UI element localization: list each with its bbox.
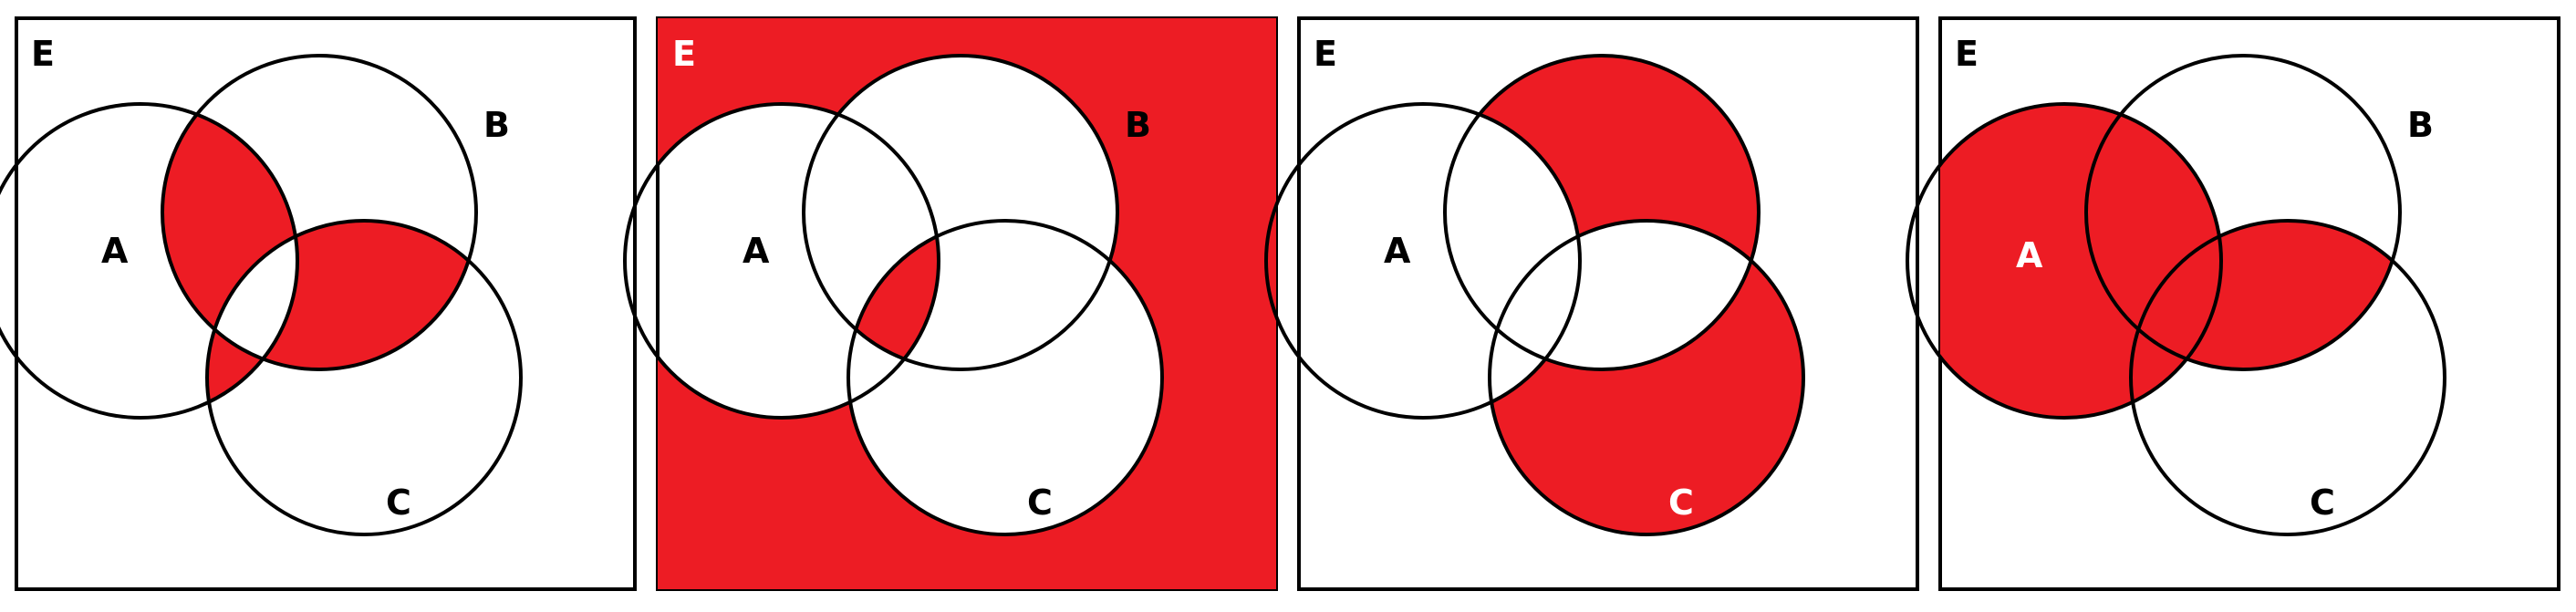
- region-c-only: [1490, 221, 1803, 534]
- shaded-regions: [1445, 56, 1803, 534]
- circle-a: [0, 102, 299, 420]
- region-a-all: [1940, 104, 2221, 418]
- set-label-b: B: [2407, 105, 2434, 145]
- set-label-c: C: [386, 482, 411, 523]
- circle-c: [1488, 219, 1805, 536]
- circle-a: [1906, 102, 2223, 420]
- set-label-a: A: [2016, 235, 2043, 275]
- venn-panel-2: E A B C: [623, 16, 1278, 591]
- venn-panel-4: E A B C: [1906, 16, 2560, 591]
- universe-label: E: [672, 34, 696, 74]
- circle-c: [847, 219, 1164, 536]
- set-label-b: B: [1766, 105, 1792, 145]
- venn-panel-1: E A B C: [0, 16, 637, 591]
- set-label-c: C: [2310, 482, 2335, 523]
- shaded-regions: [658, 18, 1276, 589]
- circle-c: [205, 219, 523, 536]
- set-label-b: B: [1125, 105, 1151, 145]
- set-label-c: C: [1668, 482, 1694, 523]
- circle-b: [1443, 54, 1761, 371]
- set-label-a: A: [101, 231, 129, 271]
- universe-label: E: [1314, 34, 1337, 74]
- set-label-a: A: [743, 231, 770, 271]
- region-outside-all: [658, 18, 1276, 589]
- circle-a: [1264, 102, 1582, 420]
- set-label-a: A: [1384, 231, 1411, 271]
- set-label-c: C: [1027, 482, 1053, 523]
- circle-a: [623, 102, 940, 420]
- venn-panel-3: E A B C: [1264, 16, 1919, 591]
- universe-label: E: [1955, 34, 1979, 74]
- set-label-b: B: [483, 105, 510, 145]
- circle-b: [161, 54, 478, 371]
- circle-b: [802, 54, 1119, 371]
- shaded-regions: [1940, 104, 2400, 418]
- universe-label: E: [31, 34, 55, 74]
- circle-c: [2129, 219, 2446, 536]
- circle-b: [2084, 54, 2402, 371]
